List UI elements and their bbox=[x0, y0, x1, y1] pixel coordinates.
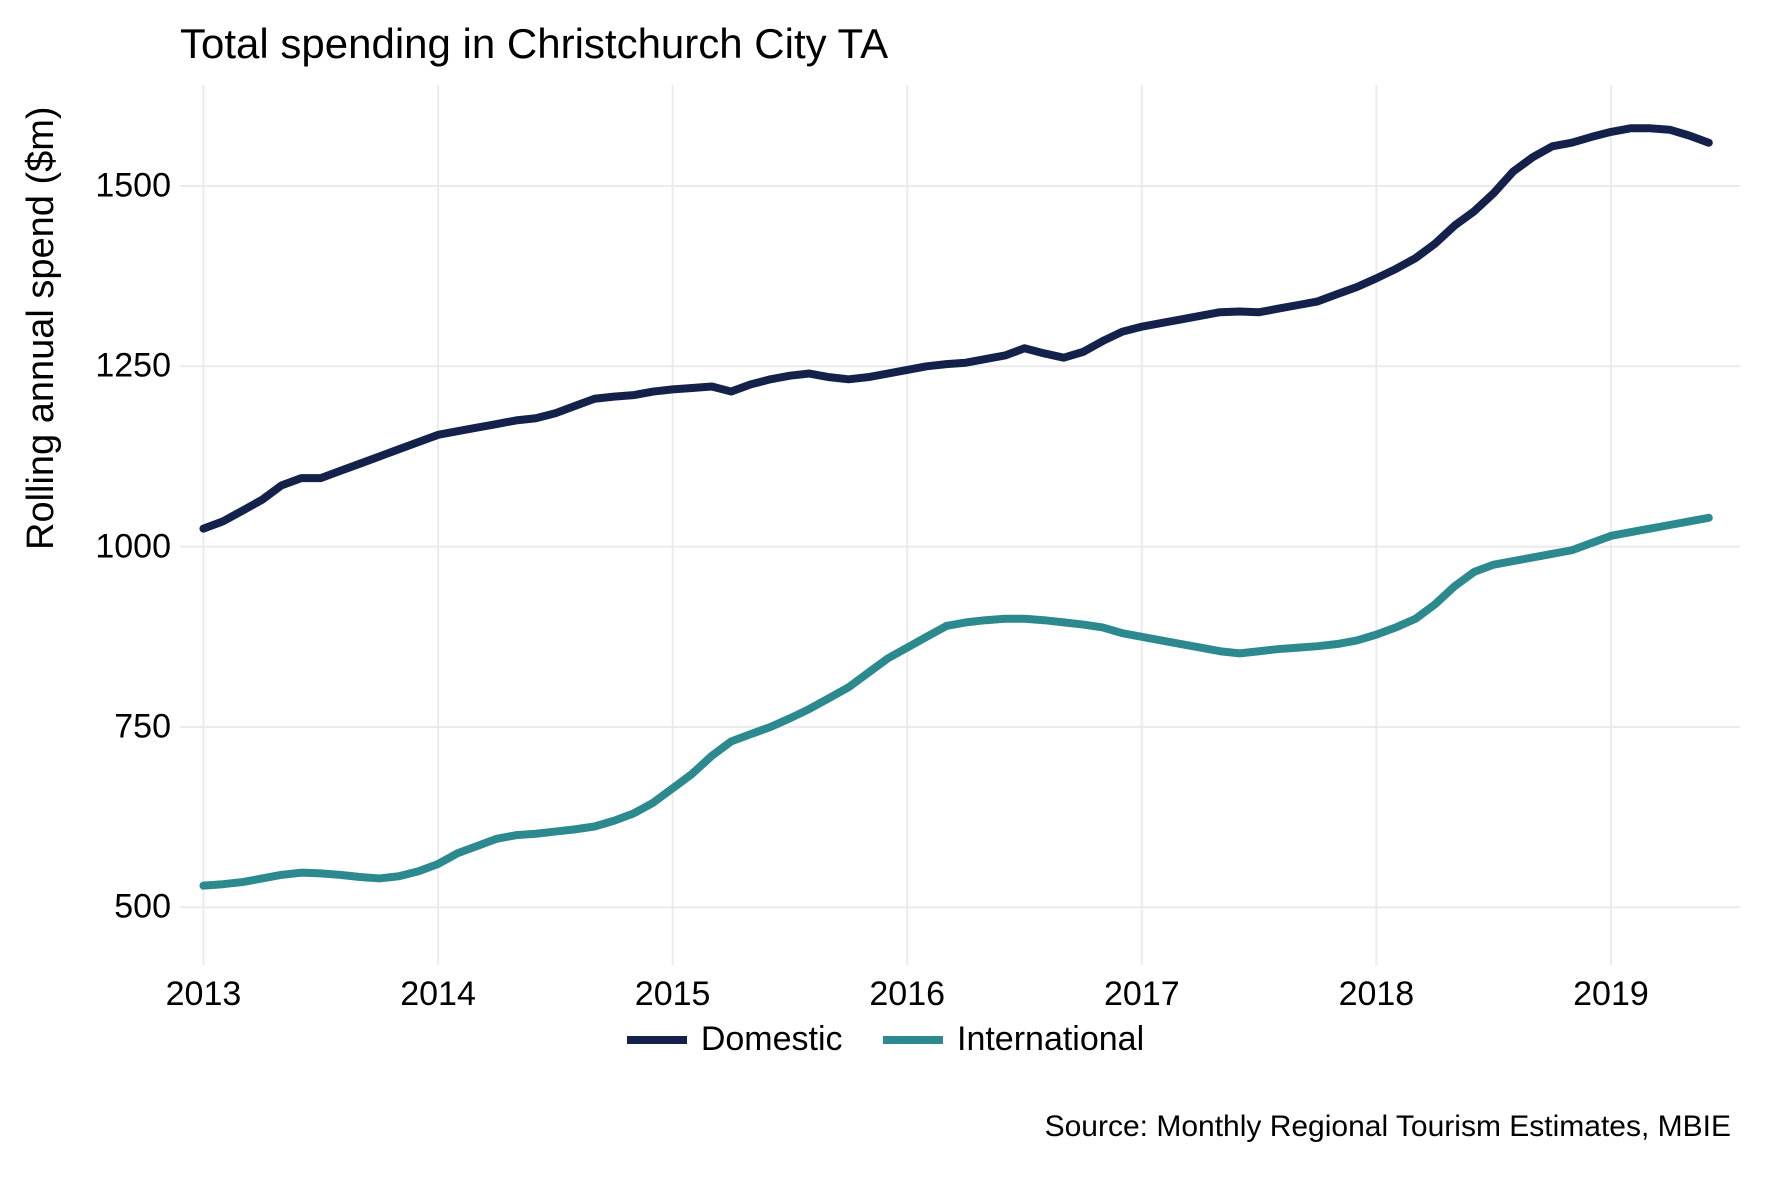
plot-area bbox=[180, 85, 1740, 965]
legend-label-domestic: Domestic bbox=[701, 1020, 843, 1059]
y-tick-label: 750 bbox=[51, 707, 171, 746]
legend-item-international: International bbox=[883, 1020, 1144, 1059]
legend-swatch-domestic bbox=[627, 1036, 687, 1044]
x-tick-label: 2016 bbox=[869, 975, 945, 1014]
plot-svg bbox=[180, 85, 1740, 965]
legend-item-domestic: Domestic bbox=[627, 1020, 843, 1059]
source-text: Source: Monthly Regional Tourism Estimat… bbox=[1045, 1110, 1731, 1144]
legend-label-international: International bbox=[957, 1020, 1144, 1059]
y-tick-label: 1250 bbox=[51, 347, 171, 386]
y-tick-label: 1500 bbox=[51, 166, 171, 205]
x-tick-label: 2015 bbox=[635, 975, 711, 1014]
x-tick-label: 2018 bbox=[1339, 975, 1415, 1014]
x-tick-label: 2019 bbox=[1573, 975, 1649, 1014]
y-tick-label: 500 bbox=[51, 888, 171, 927]
legend: Domestic International bbox=[0, 1020, 1771, 1059]
chart-title: Total spending in Christchurch City TA bbox=[180, 20, 888, 68]
x-tick-label: 2013 bbox=[166, 975, 242, 1014]
y-tick-label: 1000 bbox=[51, 527, 171, 566]
legend-swatch-international bbox=[883, 1036, 943, 1044]
x-tick-label: 2017 bbox=[1104, 975, 1180, 1014]
x-tick-label: 2014 bbox=[400, 975, 476, 1014]
chart-container: Total spending in Christchurch City TA R… bbox=[0, 0, 1771, 1181]
